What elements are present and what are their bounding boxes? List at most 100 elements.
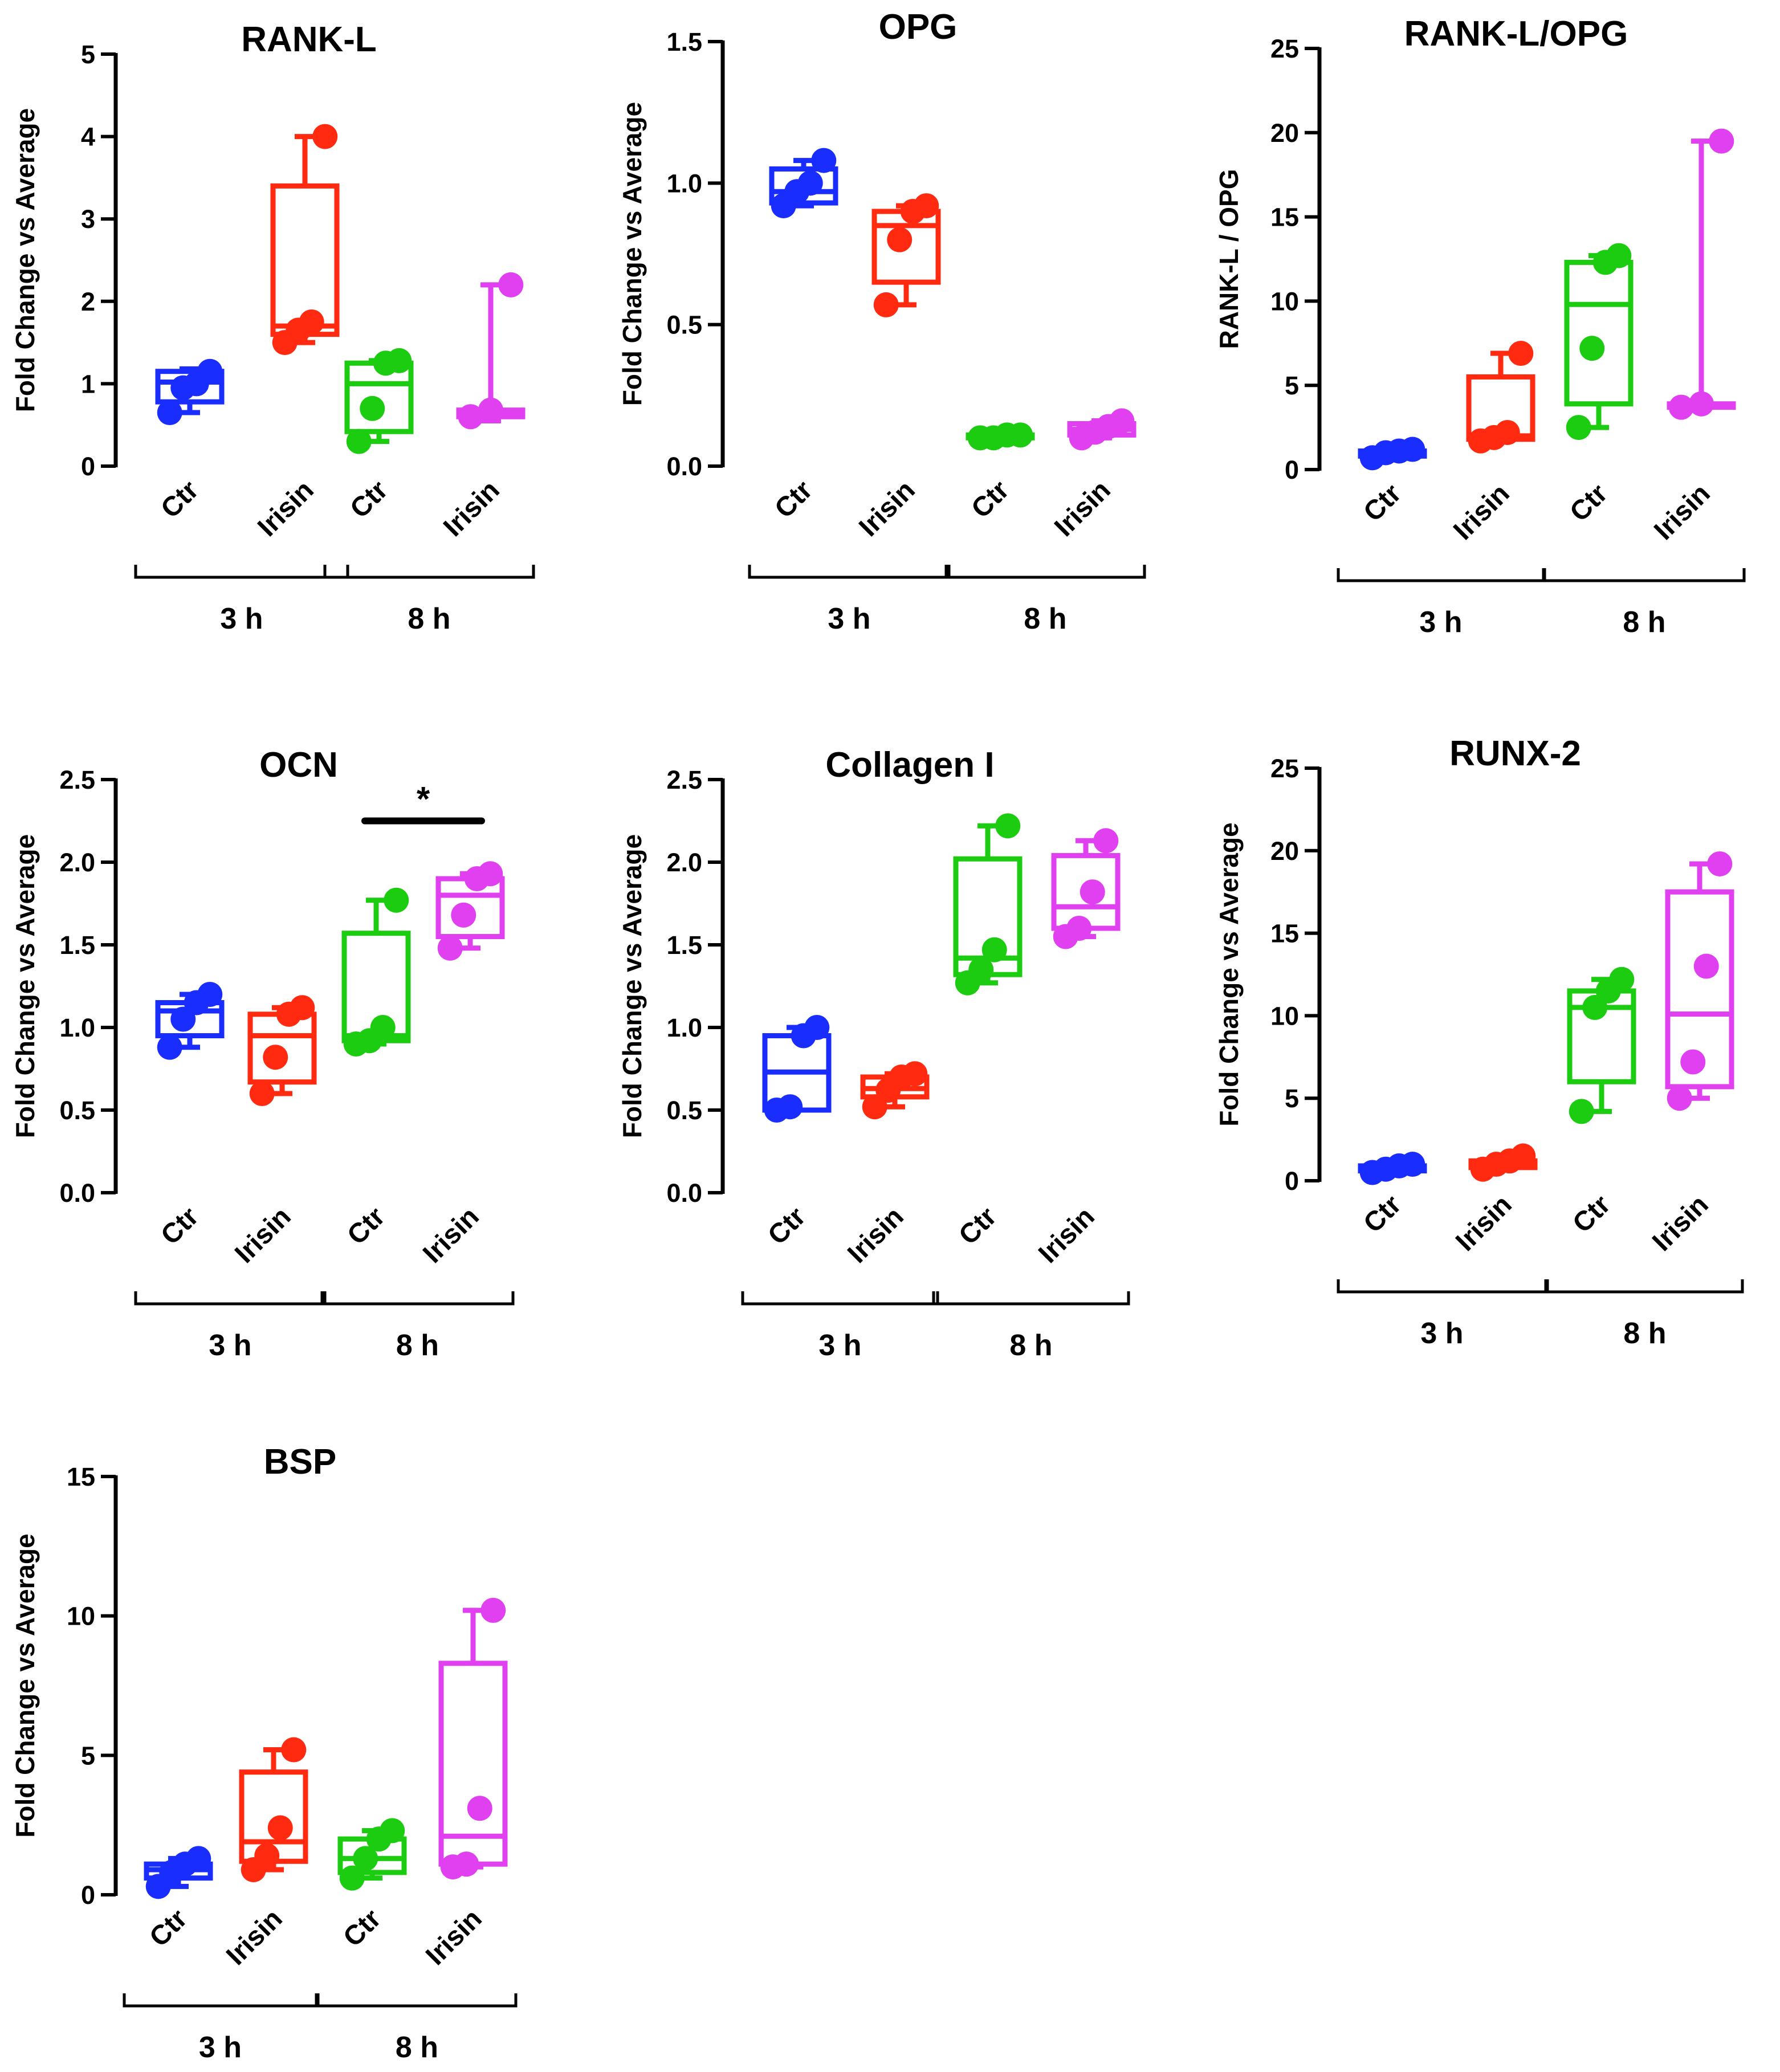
x-tick-label: Irisin xyxy=(1648,478,1716,546)
time-bracket xyxy=(741,1291,939,1306)
time-bracket xyxy=(134,1291,327,1306)
box-group xyxy=(769,148,838,219)
data-point xyxy=(968,957,994,982)
data-point xyxy=(353,1846,378,1871)
y-tick-label: 0.0 xyxy=(666,1178,702,1208)
data-point xyxy=(437,935,463,961)
data-point xyxy=(451,902,476,928)
data-point xyxy=(186,1846,211,1871)
chart-panel: RUNX-2 Fold Change vs Average 0 5 10 15 20 25 Ct… xyxy=(1214,734,1744,1350)
time-label: 3 h xyxy=(1420,1317,1463,1350)
time-label: 8 h xyxy=(1024,602,1066,635)
time-bracket xyxy=(320,1291,515,1306)
y-tick-label: 0 xyxy=(81,452,95,481)
y-tick-label: 2.5 xyxy=(59,765,95,794)
data-point xyxy=(981,937,1007,962)
data-point xyxy=(467,1796,492,1821)
y-tick-label: 10 xyxy=(1270,287,1299,316)
y-tick-label: 0 xyxy=(1285,1166,1299,1196)
box-group xyxy=(1067,408,1137,451)
x-tick-label: Irisin xyxy=(1033,1201,1101,1269)
time-bracket xyxy=(1546,1279,1744,1294)
data-point xyxy=(1494,419,1520,445)
y-tick-label: 2.5 xyxy=(666,765,702,794)
y-tick-label: 5 xyxy=(1285,1084,1299,1113)
data-point xyxy=(360,395,385,421)
box xyxy=(270,183,340,337)
time-label: 3 h xyxy=(818,1329,861,1362)
chart-title: RANK-L xyxy=(241,20,377,59)
y-tick-label: 4 xyxy=(81,123,95,152)
data-point xyxy=(777,1094,803,1120)
data-point xyxy=(290,995,315,1021)
data-point xyxy=(197,982,223,1007)
y-tick-label: 20 xyxy=(1270,837,1299,866)
x-tick-label: Irisin xyxy=(252,475,320,543)
time-label: 3 h xyxy=(828,602,870,635)
time-bracket xyxy=(1543,568,1746,582)
time-label: 8 h xyxy=(408,602,450,635)
x-tick-label: Ctr xyxy=(155,475,204,524)
y-tick-label: 3 xyxy=(81,205,95,234)
y-tick-label: 15 xyxy=(1270,919,1299,948)
x-tick-label: Irisin xyxy=(1448,478,1516,546)
y-tick-label: 1.0 xyxy=(59,1013,95,1042)
data-point xyxy=(249,1081,275,1106)
time-bracket xyxy=(316,1993,518,2008)
box-group xyxy=(1567,966,1636,1124)
data-point xyxy=(1606,243,1632,268)
x-tick-label: Irisin xyxy=(420,1903,488,1971)
y-tick-label: 25 xyxy=(1270,754,1299,783)
data-point xyxy=(1080,879,1105,905)
data-point xyxy=(157,1034,182,1060)
x-tick-label: Irisin xyxy=(438,475,506,543)
y-tick-label: 1.0 xyxy=(666,1013,702,1042)
y-tick-label: 5 xyxy=(81,1741,95,1770)
box-group xyxy=(155,982,225,1060)
box-group xyxy=(337,1818,407,1891)
data-point xyxy=(346,429,372,454)
box-group xyxy=(1564,243,1634,440)
x-tick-label: Ctr xyxy=(341,1201,390,1250)
y-axis-label: Fold Change vs Average xyxy=(10,834,40,1138)
data-point xyxy=(454,1851,479,1877)
data-point xyxy=(914,193,939,219)
y-tick-label: 2 xyxy=(81,287,95,316)
time-bracket xyxy=(932,1291,1130,1306)
data-point xyxy=(339,1865,365,1891)
x-tick-label: Ctr xyxy=(762,1201,811,1250)
box-group xyxy=(270,124,340,356)
data-point xyxy=(1569,1099,1594,1124)
time-label: 8 h xyxy=(1623,1317,1666,1350)
y-tick-label: 0.5 xyxy=(59,1096,95,1125)
box-group xyxy=(1358,1152,1427,1185)
time-bracket xyxy=(1337,1279,1547,1294)
box-group xyxy=(435,861,505,961)
box-group xyxy=(762,1015,832,1123)
y-tick-label: 1.5 xyxy=(666,27,702,56)
y-tick-label: 1.5 xyxy=(59,931,95,960)
data-point xyxy=(811,148,837,173)
y-tick-label: 5 xyxy=(81,40,95,69)
x-tick-label: Ctr xyxy=(966,475,1015,524)
y-tick-label: 2.0 xyxy=(59,848,95,877)
box-group xyxy=(1051,828,1121,949)
box-group xyxy=(953,813,1023,996)
box-group xyxy=(155,358,225,426)
data-point xyxy=(1510,1143,1536,1169)
data-point xyxy=(887,227,913,252)
y-tick-label: 0.5 xyxy=(666,311,702,340)
x-tick-label: Ctr xyxy=(953,1201,1002,1250)
box-group xyxy=(144,1846,213,1899)
y-axis-label: Fold Change vs Average xyxy=(617,102,647,406)
chart-panel: RANK-L Fold Change vs Average 0 1 2 3 4 5 Ctr Iri… xyxy=(10,20,535,635)
data-point xyxy=(1066,916,1092,941)
box-group xyxy=(1665,851,1734,1111)
chart-panel: BSP Fold Change vs Average 0 5 10 15 Ctr Irisin… xyxy=(10,1442,518,2064)
time-bracket xyxy=(748,565,951,579)
y-tick-label: 1.0 xyxy=(666,169,702,198)
time-label: 8 h xyxy=(396,2031,438,2064)
data-point xyxy=(902,1061,928,1087)
y-tick-label: 0 xyxy=(81,1881,95,1910)
